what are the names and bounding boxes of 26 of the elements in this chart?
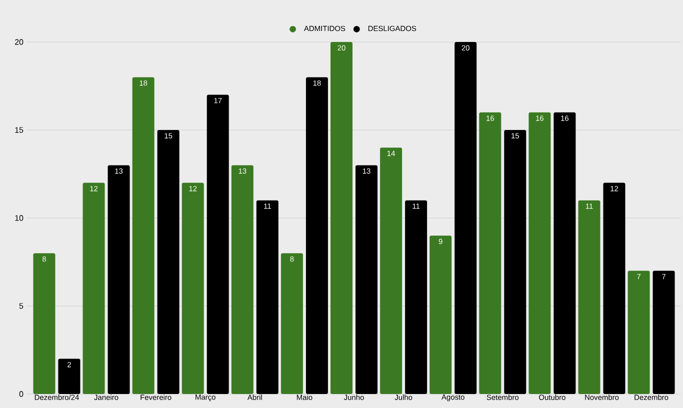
bar [306, 77, 328, 394]
bar [454, 42, 477, 394]
bar [108, 165, 130, 394]
bar [578, 200, 600, 394]
bar [206, 94, 229, 394]
bar [603, 182, 626, 394]
bar [430, 236, 452, 394]
bar [182, 182, 204, 394]
bar [132, 77, 154, 394]
bar [256, 200, 278, 394]
bar [280, 253, 303, 394]
bar [652, 270, 675, 394]
bar [231, 165, 254, 394]
bar [58, 358, 80, 394]
bar [157, 130, 180, 394]
bar [33, 253, 56, 394]
bar [554, 112, 576, 394]
bar [405, 200, 428, 394]
bar [628, 270, 650, 394]
bar [356, 165, 378, 394]
bar [528, 112, 551, 394]
bar [380, 148, 402, 394]
bar [82, 182, 105, 394]
bar [479, 112, 502, 394]
bar [504, 130, 526, 394]
bar [330, 42, 353, 394]
